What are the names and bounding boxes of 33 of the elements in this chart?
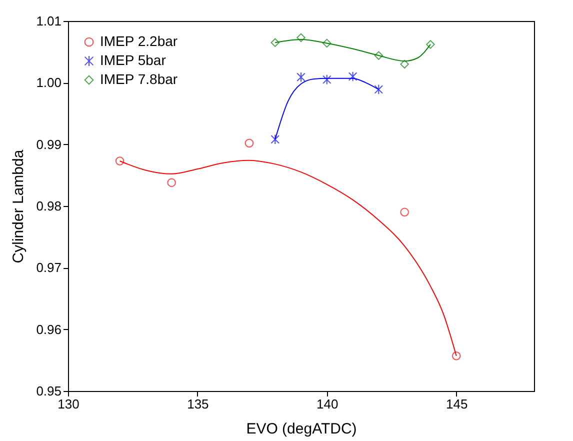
point	[426, 40, 435, 49]
legend-label: IMEP 7.8bar	[100, 71, 178, 87]
y-tick-label: 1.01	[36, 14, 62, 28]
y-tick-label: 0.95	[36, 384, 62, 398]
line-series	[119, 160, 457, 356]
legend-label: IMEP 2.2bar	[100, 33, 178, 49]
x-tick-label: 140	[316, 396, 338, 412]
point	[400, 60, 409, 69]
point	[348, 71, 358, 82]
point	[244, 138, 254, 148]
y-tick-label: 0.96	[36, 322, 62, 337]
point	[374, 84, 384, 95]
point	[115, 156, 124, 166]
y-tick-label: 0.97	[36, 260, 62, 276]
y-tick-label: 0.99	[36, 136, 62, 152]
point	[374, 51, 384, 60]
point	[167, 178, 176, 187]
y-axis-title: Cylinder Lambda	[10, 149, 28, 264]
x-tick-label: 135	[187, 396, 209, 412]
point	[296, 33, 306, 42]
point	[452, 351, 461, 360]
point	[296, 72, 306, 82]
x-tick-label: 130	[58, 396, 80, 412]
point	[270, 134, 280, 145]
y-tick-label: 0.98	[36, 198, 62, 214]
point	[322, 74, 332, 85]
x-tick-label: 145	[446, 396, 468, 412]
point	[400, 208, 409, 217]
point	[270, 38, 280, 47]
point	[322, 38, 332, 48]
x-axis-title: EVO (degATDC)	[246, 420, 357, 438]
y-tick-label: 1.00	[36, 75, 62, 90]
legend-label: IMEP 5bar	[100, 52, 166, 68]
